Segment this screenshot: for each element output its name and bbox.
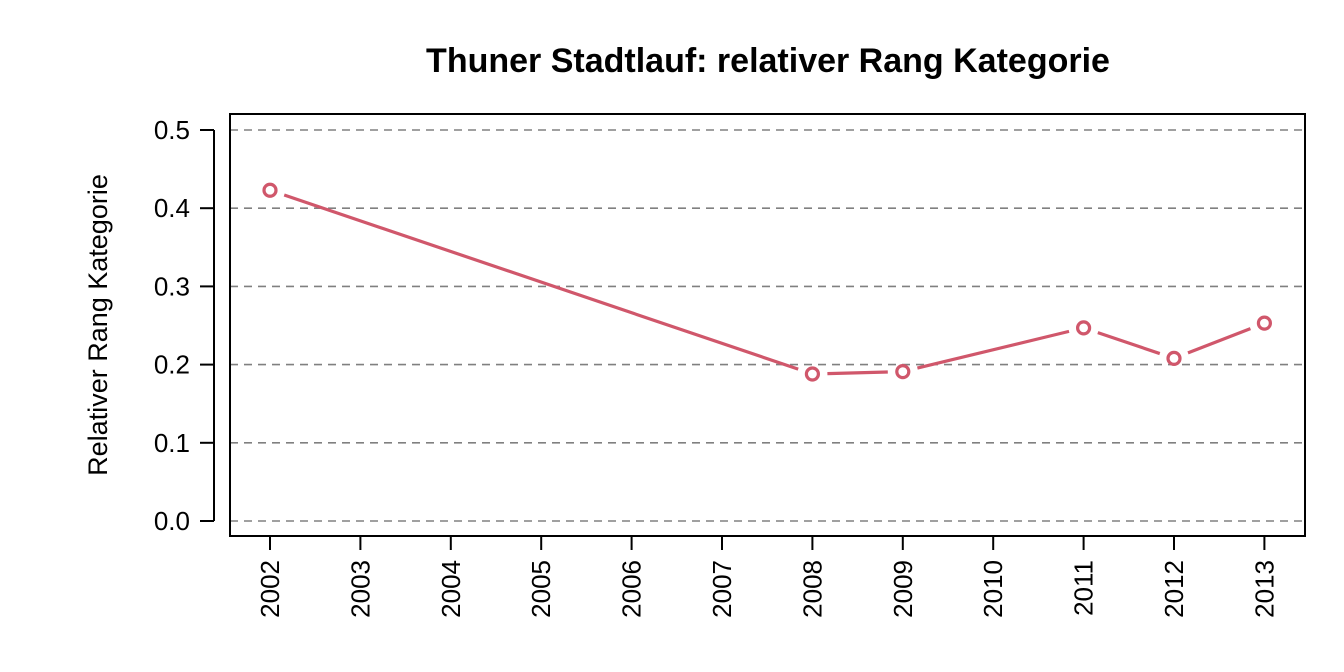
x-axis: 2002 2003 2004 2005 2006 2007 2008 2009 2010 2011… (255, 535, 1279, 618)
x-tick-label: 2011 (1069, 560, 1099, 616)
grid-lines (230, 129, 1305, 522)
y-tick-label: 0.5 (154, 115, 190, 145)
y-axis-label: Relativer Rang Kategorie (83, 174, 113, 476)
series-line-segment (283, 193, 799, 371)
x-tick-label: 2012 (1159, 560, 1189, 618)
series-line-segment (827, 370, 888, 376)
y-tick-label: 0.0 (154, 506, 190, 536)
series-group (262, 182, 1273, 382)
x-tick-label: 2004 (436, 560, 466, 618)
series-line-segment (917, 329, 1070, 370)
data-point (895, 364, 911, 380)
series-line-segment (1187, 327, 1252, 355)
data-point (1256, 315, 1273, 331)
x-tick-label: 2009 (888, 560, 918, 618)
x-tick-label: 2002 (255, 560, 285, 618)
x-tick-label: 2013 (1249, 560, 1279, 618)
y-tick-label: 0.3 (154, 271, 190, 301)
x-tick-label: 2007 (707, 560, 737, 618)
x-tick-label: 2006 (617, 560, 647, 618)
y-tick-label: 0.1 (154, 428, 190, 458)
chart-title: Thuner Stadtlauf: relativer Rang Kategor… (426, 42, 1110, 80)
x-tick-label: 2003 (345, 560, 375, 618)
x-tick-label: 2010 (978, 560, 1008, 618)
plot-frame (229, 113, 1306, 537)
data-point (1166, 350, 1182, 366)
y-tick-label: 0.4 (154, 193, 190, 223)
data-point (804, 366, 821, 382)
data-point (1075, 320, 1092, 336)
data-point (262, 182, 278, 198)
y-tick-label: 0.2 (154, 350, 190, 380)
x-tick-label: 2008 (797, 560, 827, 618)
series-line-segment (1097, 331, 1161, 356)
y-axis: 0.0 0.1 0.2 0.3 0.4 0.5 (154, 115, 215, 536)
x-tick-label: 2005 (526, 560, 556, 618)
